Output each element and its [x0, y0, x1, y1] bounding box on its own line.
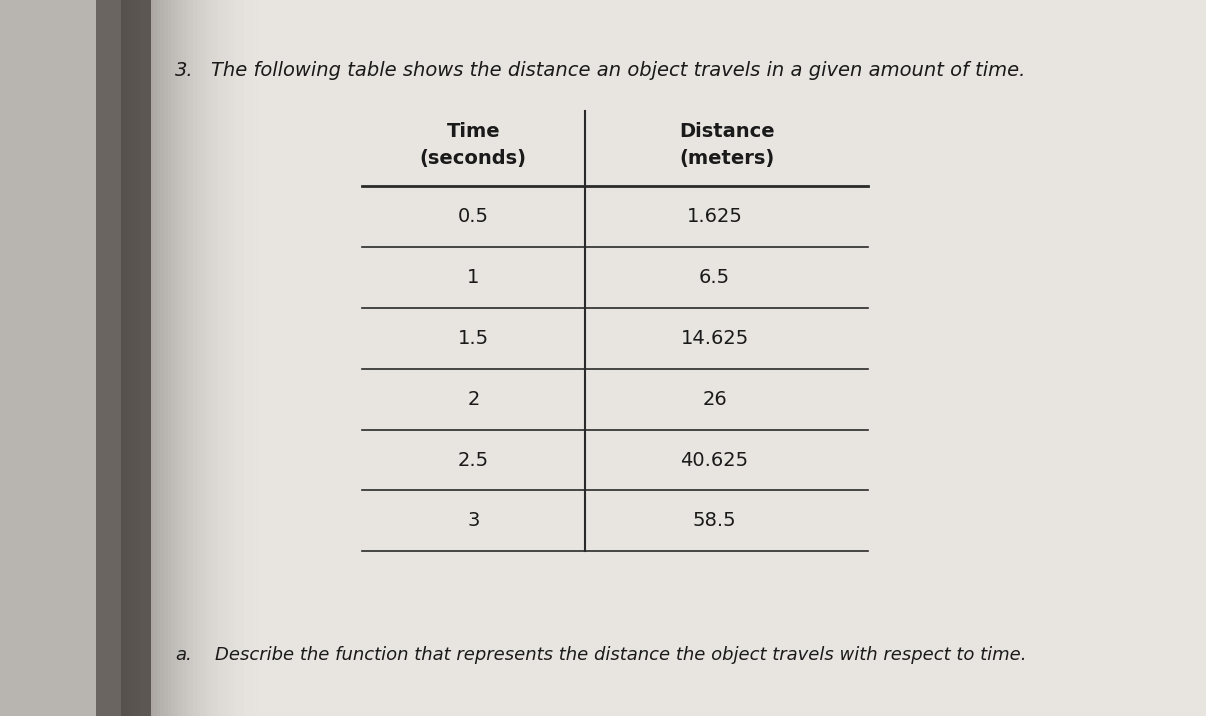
Text: 1.625: 1.625: [686, 207, 743, 226]
FancyBboxPatch shape: [189, 0, 193, 716]
Text: 0.5: 0.5: [458, 207, 488, 226]
FancyBboxPatch shape: [178, 0, 182, 716]
Text: Describe the function that represents the distance the object travels with respe: Describe the function that represents th…: [215, 647, 1026, 664]
FancyBboxPatch shape: [146, 0, 150, 716]
FancyBboxPatch shape: [139, 0, 142, 716]
Text: (seconds): (seconds): [420, 149, 527, 168]
FancyBboxPatch shape: [135, 0, 139, 716]
Text: 2.5: 2.5: [458, 450, 488, 470]
FancyBboxPatch shape: [175, 0, 178, 716]
FancyBboxPatch shape: [171, 0, 175, 716]
Text: 1.5: 1.5: [458, 329, 488, 348]
FancyBboxPatch shape: [193, 0, 197, 716]
Text: 26: 26: [702, 390, 727, 409]
FancyBboxPatch shape: [142, 0, 146, 716]
Text: 14.625: 14.625: [680, 329, 749, 348]
FancyBboxPatch shape: [157, 0, 160, 716]
FancyBboxPatch shape: [124, 0, 128, 716]
FancyBboxPatch shape: [182, 0, 186, 716]
FancyBboxPatch shape: [186, 0, 189, 716]
Text: 3.: 3.: [175, 61, 193, 80]
Text: The following table shows the distance an object travels in a given amount of ti: The following table shows the distance a…: [211, 61, 1025, 80]
FancyBboxPatch shape: [204, 0, 207, 716]
Text: 2: 2: [467, 390, 480, 409]
FancyBboxPatch shape: [96, 0, 151, 716]
FancyBboxPatch shape: [121, 0, 1206, 716]
Text: (meters): (meters): [679, 149, 774, 168]
FancyBboxPatch shape: [128, 0, 131, 716]
Text: a.: a.: [175, 647, 192, 664]
FancyBboxPatch shape: [215, 0, 218, 716]
FancyBboxPatch shape: [211, 0, 215, 716]
Text: Time: Time: [446, 122, 500, 141]
Text: 6.5: 6.5: [699, 268, 730, 287]
Text: 40.625: 40.625: [680, 450, 749, 470]
FancyBboxPatch shape: [150, 0, 153, 716]
FancyBboxPatch shape: [200, 0, 204, 716]
Text: 3: 3: [467, 511, 480, 531]
FancyBboxPatch shape: [164, 0, 168, 716]
FancyBboxPatch shape: [153, 0, 157, 716]
FancyBboxPatch shape: [131, 0, 135, 716]
FancyBboxPatch shape: [160, 0, 164, 716]
FancyBboxPatch shape: [207, 0, 211, 716]
FancyBboxPatch shape: [218, 0, 222, 716]
Text: Distance: Distance: [679, 122, 774, 141]
FancyBboxPatch shape: [197, 0, 200, 716]
FancyBboxPatch shape: [168, 0, 171, 716]
Text: 1: 1: [467, 268, 480, 287]
FancyBboxPatch shape: [121, 0, 124, 716]
Text: 58.5: 58.5: [692, 511, 737, 531]
FancyBboxPatch shape: [222, 0, 226, 716]
